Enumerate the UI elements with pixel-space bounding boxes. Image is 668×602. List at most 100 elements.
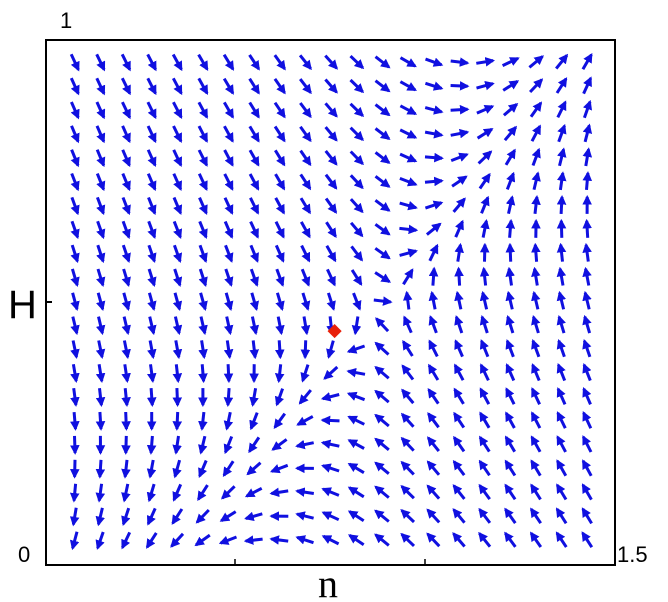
field-arrow [146, 435, 157, 455]
field-arrow [70, 364, 80, 383]
field-arrow [70, 172, 80, 192]
field-arrow [399, 176, 418, 187]
field-arrow [326, 292, 336, 311]
field-arrow [374, 103, 391, 117]
field-arrow [147, 244, 157, 264]
field-arrow [300, 364, 310, 383]
field-arrow [249, 316, 260, 336]
field-arrow [121, 149, 131, 168]
field-arrow [531, 194, 541, 214]
field-arrow [425, 222, 442, 236]
field-arrow [400, 460, 415, 476]
field-arrow [502, 102, 519, 117]
field-arrow [582, 76, 593, 95]
field-arrow [171, 53, 183, 72]
field-arrow [556, 435, 567, 453]
field-arrow [299, 221, 311, 239]
field-arrow [347, 438, 365, 450]
field-arrow [501, 56, 520, 67]
field-arrow [402, 339, 414, 357]
field-arrow [244, 486, 263, 498]
field-arrow [555, 507, 568, 525]
field-arrow [531, 290, 541, 310]
field-arrow [224, 244, 234, 263]
field-arrow [452, 459, 466, 477]
field-arrow [198, 364, 208, 384]
field-arrow [95, 340, 106, 359]
field-arrow [295, 511, 314, 521]
field-arrow [374, 151, 391, 164]
field-arrow [197, 53, 209, 71]
field-arrow [172, 459, 182, 479]
field-arrow [426, 508, 441, 524]
field-arrow [349, 150, 364, 166]
field-arrow [582, 363, 592, 382]
field-arrow [223, 125, 234, 143]
field-arrow [295, 439, 314, 450]
field-arrow [531, 266, 541, 286]
field-arrow [399, 80, 417, 92]
field-arrow [249, 268, 259, 287]
field-arrow [399, 56, 417, 68]
equilibrium-point-marker [327, 324, 342, 339]
field-arrow [504, 483, 517, 501]
y-max-tick-label: 1 [60, 8, 72, 33]
field-arrow [556, 266, 567, 286]
field-arrow [531, 314, 541, 334]
field-arrow [531, 147, 541, 167]
field-arrow [450, 81, 470, 91]
field-arrow [171, 508, 184, 525]
field-arrow [402, 290, 413, 310]
field-arrow [249, 340, 260, 360]
field-arrow [531, 338, 541, 358]
field-arrow [529, 101, 543, 118]
field-arrow [324, 149, 338, 166]
field-arrow [350, 245, 363, 262]
field-arrow [503, 125, 518, 142]
field-arrow [529, 78, 544, 94]
field-arrow [172, 292, 183, 312]
field-arrow [556, 194, 567, 214]
field-arrow [476, 105, 495, 115]
field-arrow [70, 101, 80, 120]
field-arrow [582, 171, 593, 191]
field-arrow [172, 483, 183, 502]
field-arrow [374, 509, 390, 523]
field-arrow [348, 534, 365, 547]
field-arrow [399, 200, 418, 211]
field-arrow [374, 389, 390, 404]
field-arrow [450, 104, 470, 115]
field-arrow [399, 152, 418, 163]
field-arrow [172, 364, 183, 384]
field-arrow [555, 53, 569, 70]
field-arrow [299, 173, 312, 191]
field-arrow [299, 197, 312, 215]
field-arrow [426, 460, 441, 476]
field-arrow [249, 244, 259, 263]
field-arrow [454, 242, 464, 262]
field-arrow [424, 105, 444, 115]
field-arrow [374, 127, 391, 140]
field-arrow [480, 195, 490, 214]
field-arrow [323, 365, 339, 380]
field-arrow [505, 363, 516, 382]
field-arrow [529, 531, 543, 548]
field-arrow [274, 244, 285, 263]
field-arrow [146, 149, 157, 168]
field-arrow [172, 220, 183, 239]
y-axis-label: H [8, 283, 37, 327]
field-arrow [121, 507, 131, 527]
field-arrow [248, 149, 260, 167]
x-max-tick-label: 1.5 [617, 542, 648, 567]
field-arrow [427, 436, 440, 453]
field-arrow [172, 316, 183, 336]
field-arrow [346, 344, 366, 354]
field-arrow [504, 435, 516, 453]
field-arrow [374, 223, 391, 236]
field-arrow [145, 532, 158, 549]
field-arrow [324, 126, 338, 142]
field-arrow [197, 173, 208, 191]
field-arrow [222, 460, 235, 478]
field-arrow [70, 316, 80, 336]
field-arrow [273, 125, 286, 143]
